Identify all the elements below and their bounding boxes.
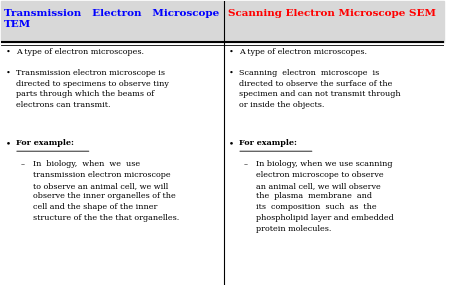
Text: In  biology,  when  we  use
transmission electron microscope
to observe an anima: In biology, when we use transmission ele… xyxy=(33,160,179,222)
Text: A type of electron microscopes.: A type of electron microscopes. xyxy=(16,48,144,56)
Text: •: • xyxy=(6,48,11,56)
Text: Scanning Electron Microscope SEM: Scanning Electron Microscope SEM xyxy=(228,9,436,18)
Text: •: • xyxy=(229,139,234,147)
Text: Transmission   Electron   Microscope
TEM: Transmission Electron Microscope TEM xyxy=(4,9,219,29)
Text: Scanning  electron  microscope  is
directed to observe the surface of the
specim: Scanning electron microscope is directed… xyxy=(239,69,401,109)
Text: •: • xyxy=(6,69,11,77)
Text: •: • xyxy=(229,69,234,77)
Text: –: – xyxy=(244,160,248,168)
Text: A type of electron microscopes.: A type of electron microscopes. xyxy=(239,48,367,56)
Text: In biology, when we use scanning
electron microscope to observe
an animal cell, : In biology, when we use scanning electro… xyxy=(255,160,393,233)
Bar xyxy=(0,1,444,42)
Text: –: – xyxy=(21,160,25,168)
Text: For example:: For example: xyxy=(16,139,74,147)
Text: Transmission electron microscope is
directed to specimens to observe tiny
parts : Transmission electron microscope is dire… xyxy=(16,69,169,109)
Text: •: • xyxy=(6,139,11,147)
Text: For example:: For example: xyxy=(239,139,297,147)
Text: •: • xyxy=(229,48,234,56)
